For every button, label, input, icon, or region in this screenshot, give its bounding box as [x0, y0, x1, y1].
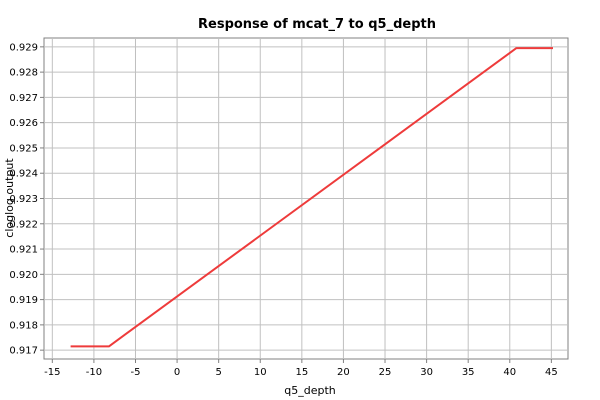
x-tick-label: 25: [379, 367, 392, 378]
y-tick-label: 0.925: [9, 143, 38, 154]
y-tick-label: 0.917: [9, 346, 38, 357]
y-tick-label: 0.921: [9, 245, 38, 256]
y-tick-label: 0.929: [9, 42, 38, 53]
x-tick-label: -10: [86, 367, 102, 378]
x-tick-label: 45: [545, 367, 558, 378]
x-tick-label: 35: [462, 367, 475, 378]
x-tick-label: 40: [503, 367, 516, 378]
x-tick-label: 0: [174, 367, 180, 378]
y-tick-label: 0.919: [9, 295, 38, 306]
y-tick-label: 0.918: [9, 320, 38, 331]
x-tick-label: -5: [130, 367, 140, 378]
y-axis-label: cloglog output: [3, 158, 16, 238]
y-tick-label: 0.927: [9, 93, 38, 104]
y-tick-label: 0.926: [9, 118, 38, 129]
y-tick-label: 0.922: [9, 219, 38, 230]
x-axis-label: q5_depth: [284, 384, 336, 397]
response-line: [70, 47, 553, 348]
y-tick-label: 0.923: [9, 194, 38, 205]
x-tick-label: -15: [44, 367, 60, 378]
y-tick-label: 0.920: [9, 270, 38, 281]
grid-lines: [44, 38, 568, 359]
x-tick-label: 20: [337, 367, 350, 378]
y-tick-label: 0.928: [9, 68, 38, 79]
series-layer: [70, 47, 553, 348]
x-tick-label: 10: [254, 367, 267, 378]
x-tick-label: 5: [215, 367, 221, 378]
chart-title: Response of mcat_7 to q5_depth: [198, 17, 436, 32]
y-tick-label: 0.924: [9, 169, 38, 180]
x-tick-label: 30: [420, 367, 433, 378]
x-tick-label: 15: [295, 367, 308, 378]
axis-ticks: -15 -10 -5 0 5 10 15 20 25 30 35 40 45 0.917 0.918 0.91…: [9, 42, 557, 378]
